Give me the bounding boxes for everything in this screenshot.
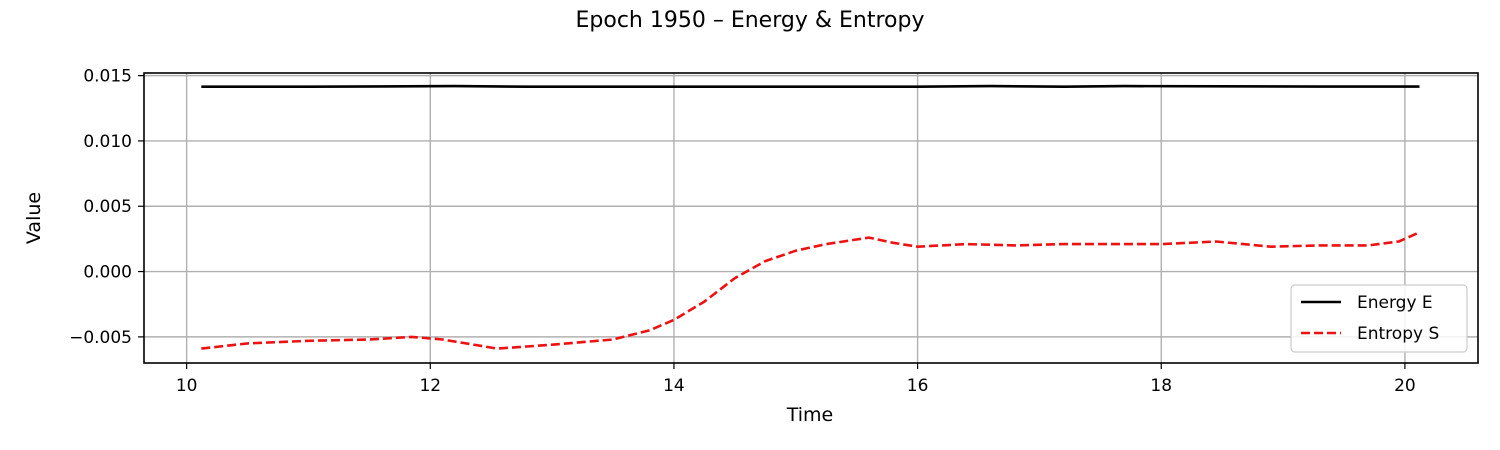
y-tick-label: 0.005	[83, 197, 132, 217]
series-line-energy-e	[201, 84, 1420, 88]
x-tick-label: 20	[1394, 376, 1416, 396]
chart-title: Epoch 1950 – Energy & Entropy	[576, 8, 925, 33]
y-axis-label: Value	[23, 192, 45, 244]
x-tick-label: 12	[419, 376, 441, 396]
grid-lines	[144, 73, 1478, 363]
y-tick-label: 0.000	[83, 263, 132, 283]
legend-label: Entropy S	[1357, 324, 1439, 344]
legend-label: Energy E	[1357, 293, 1433, 313]
x-tick-label: 14	[663, 376, 685, 396]
legend: Energy E Entropy S	[1290, 284, 1468, 353]
x-tick-label: 10	[176, 376, 198, 396]
series-line-entropy-s	[201, 231, 1421, 350]
x-tick-label: 16	[907, 376, 929, 396]
y-tick-label: 0.010	[83, 132, 132, 152]
series-lines	[201, 84, 1421, 350]
plot-area-frame	[143, 72, 1479, 364]
y-tick-label: 0.015	[83, 67, 132, 87]
y-tick-label: −0.005	[69, 328, 132, 348]
x-tick-label: 18	[1150, 376, 1172, 396]
x-axis-label: Time	[786, 404, 834, 426]
axis-ticks: 10 12 14 16 18 20 −0.005 0.000 0.005 0.010 0.015	[69, 67, 1416, 396]
